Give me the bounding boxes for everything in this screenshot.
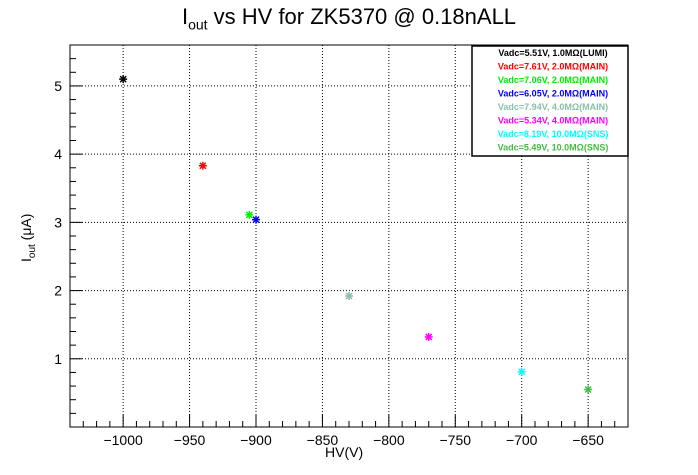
y-tick-label: 3 [54, 214, 62, 230]
legend-entry: Vadc=7.61V, 2.0MΩ(MAIN) [498, 62, 608, 72]
x-tick-label: −750 [440, 432, 472, 448]
data-point [252, 215, 260, 224]
chart-title: Iout vs HV for ZK5370 @ 0.18nALL [181, 4, 517, 33]
y-tick-label: 4 [54, 146, 62, 162]
x-tick-label: −650 [572, 432, 604, 448]
legend-entry: Vadc=5.51V, 1.0MΩ(LUMI) [498, 48, 607, 58]
data-point [119, 75, 128, 84]
legend-entry: Vadc=5.49V, 10.0MΩ(SNS) [498, 143, 609, 153]
y-tick-label: 1 [54, 351, 62, 367]
data-point [517, 367, 526, 376]
legend-entry: Vadc=8.19V, 10.0MΩ(SNS) [498, 129, 609, 139]
data-point [584, 385, 593, 394]
x-axis-title: HV(V) [325, 444, 364, 460]
legend-box [471, 45, 629, 157]
data-point [198, 161, 207, 170]
y-axis-title: Iout (μA) [18, 213, 38, 262]
x-tick-label: −700 [506, 432, 538, 448]
x-tick-label: −1000 [103, 432, 143, 448]
legend-entry: Vadc=6.05V, 2.0MΩ(MAIN) [498, 89, 608, 99]
y-tick-label: 5 [54, 78, 62, 94]
x-tick-label: −950 [174, 432, 206, 448]
data-point [424, 332, 433, 341]
data-point [345, 292, 353, 301]
x-tick-label: −800 [373, 432, 405, 448]
legend-entry: Vadc=7.06V, 2.0MΩ(MAIN) [498, 75, 608, 85]
y-tick-label: 2 [54, 283, 62, 299]
legend-entry: Vadc=5.34V, 4.0MΩ(MAIN) [498, 116, 608, 126]
data-point [245, 210, 254, 219]
legend-entry: Vadc=7.94V, 4.0MΩ(MAIN) [498, 102, 608, 112]
x-tick-label: −900 [240, 432, 272, 448]
x-tick-label: −850 [307, 432, 339, 448]
